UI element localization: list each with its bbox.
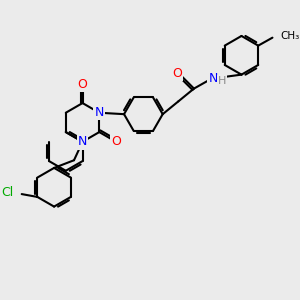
Text: Cl: Cl <box>2 186 14 199</box>
Text: O: O <box>111 135 121 148</box>
Text: N: N <box>94 106 104 119</box>
Text: CH₃: CH₃ <box>280 31 300 41</box>
Text: N: N <box>78 135 87 148</box>
Text: O: O <box>172 67 182 80</box>
Text: O: O <box>78 77 88 91</box>
Text: N: N <box>208 72 218 85</box>
Text: H: H <box>218 76 226 86</box>
